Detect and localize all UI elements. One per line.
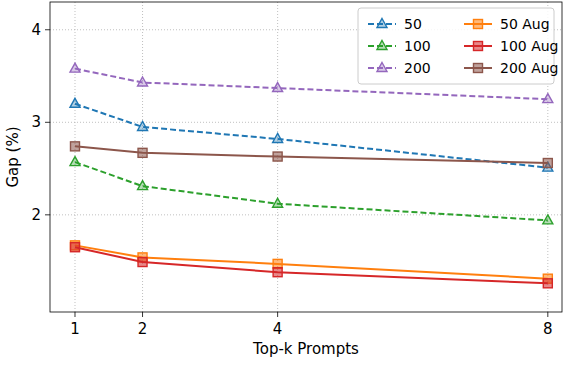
- series-line: [75, 162, 548, 220]
- tick: [547, 312, 548, 317]
- marker: [70, 142, 79, 151]
- legend-marker: [377, 19, 387, 28]
- axis-label: Top-k Prompts: [252, 340, 359, 358]
- marker: [273, 198, 283, 207]
- marker: [543, 215, 553, 224]
- legend-marker: [377, 41, 387, 50]
- marker: [138, 148, 147, 157]
- legend-marker: [474, 42, 483, 51]
- tick-label: 4: [273, 320, 283, 338]
- marker: [273, 83, 283, 92]
- marker: [273, 268, 282, 277]
- marker: [138, 77, 148, 86]
- series-line: [75, 146, 548, 163]
- tick-label: 4: [31, 21, 41, 39]
- marker: [543, 94, 553, 103]
- marker: [273, 133, 283, 142]
- tick: [45, 214, 50, 215]
- tick-label: 3: [31, 113, 41, 131]
- series-line: [75, 104, 548, 168]
- marker: [138, 258, 147, 267]
- tick: [277, 312, 278, 317]
- legend-marker: [474, 20, 483, 29]
- legend: 50 100 200 50 Aug 100 Aug 200 Aug: [358, 8, 559, 84]
- marker: [70, 243, 79, 252]
- legend-marker: [377, 63, 387, 72]
- axes-frame: [50, 2, 562, 312]
- marker: [138, 121, 148, 130]
- legend-label: 200: [404, 60, 431, 76]
- series-line: [75, 247, 548, 283]
- chart: 2 3 4 1 2 4 8 Top-k Prompts Gap (%) 50 100 200 50 Au…: [0, 0, 568, 388]
- grid-line: [50, 214, 562, 215]
- plot-area: [70, 63, 553, 288]
- legend-label: 50 Aug: [500, 16, 550, 32]
- marker: [70, 98, 80, 107]
- tick-label: 2: [31, 206, 41, 224]
- tick: [74, 312, 75, 317]
- legend-label: 50: [404, 16, 422, 32]
- marker: [70, 157, 80, 166]
- tick: [45, 29, 50, 30]
- legend-label: 200 Aug: [500, 60, 559, 76]
- tick-label: 1: [70, 320, 80, 338]
- marker: [273, 152, 282, 161]
- legend-label: 100: [404, 38, 431, 54]
- axis-label: Gap (%): [4, 126, 22, 187]
- tick-label: 2: [138, 320, 148, 338]
- marker: [543, 159, 552, 168]
- marker: [70, 63, 80, 72]
- tick-label: 8: [543, 320, 553, 338]
- legend-label: 100 Aug: [500, 38, 559, 54]
- tick: [142, 312, 143, 317]
- legend-marker: [474, 64, 483, 73]
- marker: [138, 181, 148, 190]
- marker: [543, 279, 552, 288]
- tick: [45, 122, 50, 123]
